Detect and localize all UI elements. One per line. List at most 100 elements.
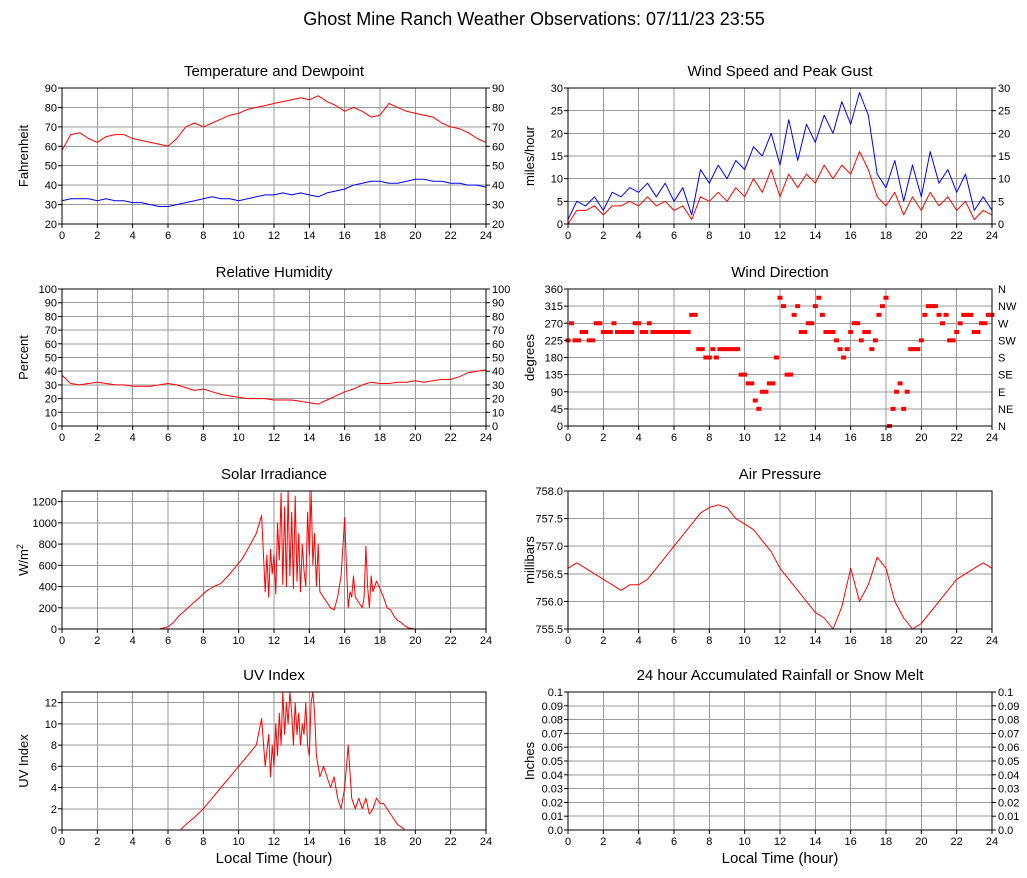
data-point xyxy=(576,338,582,343)
data-point xyxy=(865,330,871,335)
chart-title: Temperature and Dewpoint xyxy=(184,63,365,80)
y-tick-label: 8 xyxy=(51,740,57,752)
data-point xyxy=(667,330,673,335)
y-tick-label: 225 xyxy=(545,335,563,347)
compass-label: W xyxy=(998,318,1009,330)
x-tick-label: 22 xyxy=(445,230,457,242)
y-tick-label: 758.0 xyxy=(535,486,563,498)
x-tick-label: 2 xyxy=(94,230,100,242)
data-point xyxy=(791,312,797,317)
y-tick-label-right: 25 xyxy=(998,106,1010,118)
x-tick-label: 16 xyxy=(845,836,857,848)
x-tick-label: 2 xyxy=(600,230,606,242)
series-line xyxy=(567,92,993,220)
x-tick-label: 4 xyxy=(130,230,136,242)
y-tick-label-right: 80 xyxy=(492,311,504,323)
x-tick-label: 4 xyxy=(130,635,136,647)
chart-title: UV Index xyxy=(243,667,305,684)
x-tick-label: 18 xyxy=(880,230,892,242)
y-tick-label: 30 xyxy=(551,83,563,95)
y-tick-label-right: 30 xyxy=(492,380,504,392)
data-point xyxy=(883,295,889,300)
data-point xyxy=(604,330,610,335)
y-tick-label: 0.02 xyxy=(542,797,563,809)
data-point xyxy=(685,330,691,335)
y-tick-label-right: 20 xyxy=(492,394,504,406)
y-tick-label-right: 30 xyxy=(998,83,1010,95)
data-point xyxy=(689,312,695,317)
x-tick-label: 0 xyxy=(59,635,65,647)
y-tick-label: 6 xyxy=(51,761,57,773)
data-point xyxy=(692,312,698,317)
grid-lines xyxy=(61,288,487,427)
x-tick-label: 14 xyxy=(303,230,315,242)
x-tick-label: 2 xyxy=(600,635,606,647)
y-tick-label-right: 0.07 xyxy=(998,728,1019,740)
y-tick-label: 0.01 xyxy=(542,811,563,823)
y-tick-label: 0.06 xyxy=(542,742,563,754)
y-tick-label: 80 xyxy=(45,311,57,323)
y-tick-label: 360 xyxy=(545,284,563,296)
x-tick-label: 22 xyxy=(951,230,963,242)
x-tick-label: 18 xyxy=(374,432,386,444)
y-tick-label-right: 10 xyxy=(998,174,1010,186)
x-tick-label: 4 xyxy=(636,635,642,647)
y-tick-label: 0.08 xyxy=(542,715,563,727)
y-tick-label-right: 0 xyxy=(492,421,498,433)
chart-title: 24 hour Accumulated Rainfall or Snow Mel… xyxy=(637,667,925,684)
data-point xyxy=(569,321,575,326)
y-axis-label: Inches xyxy=(522,741,537,780)
chart-title: Air Pressure xyxy=(739,466,822,483)
grid-lines xyxy=(567,87,993,225)
y-tick-label-right: 80 xyxy=(492,102,504,114)
data-point xyxy=(682,330,688,335)
y-axis-label: W/m2 xyxy=(15,544,31,576)
data-point xyxy=(982,321,988,326)
y-tick-label: 0.0 xyxy=(548,825,563,837)
x-tick-label: 20 xyxy=(915,432,927,444)
data-point xyxy=(855,321,861,326)
x-tick-label: 20 xyxy=(915,230,927,242)
x-tick-label: 10 xyxy=(233,432,245,444)
x-tick-label: 8 xyxy=(200,635,206,647)
y-tick-label-right: 0.02 xyxy=(998,797,1019,809)
y-tick-label: 60 xyxy=(45,141,57,153)
y-tick-label-right: 0.06 xyxy=(998,742,1019,754)
y-tick-label: 315 xyxy=(545,301,563,313)
x-tick-label: 4 xyxy=(130,432,136,444)
data-point xyxy=(583,330,589,335)
x-tick-label: 20 xyxy=(409,432,421,444)
data-point xyxy=(731,347,737,352)
data-point xyxy=(915,347,921,352)
y-tick-label-right: 0.05 xyxy=(998,756,1019,768)
data-point xyxy=(826,330,832,335)
y-tick-label-right: 15 xyxy=(998,151,1010,163)
x-tick-label: 4 xyxy=(636,230,642,242)
x-tick-label: 6 xyxy=(671,432,677,444)
x-tick-label: 22 xyxy=(445,635,457,647)
y-tick-label: 30 xyxy=(45,200,57,212)
data-point xyxy=(710,347,716,352)
data-point xyxy=(964,312,970,317)
y-tick-label: 800 xyxy=(39,539,57,551)
y-tick-label: 0.05 xyxy=(542,756,563,768)
data-point xyxy=(586,338,592,343)
x-tick-label: 10 xyxy=(739,836,751,848)
data-point xyxy=(978,321,984,326)
compass-label: S xyxy=(998,353,1005,365)
data-point xyxy=(929,304,935,309)
x-tick-label: 2 xyxy=(94,635,100,647)
data-point xyxy=(957,321,963,326)
data-point xyxy=(678,330,684,335)
y-tick-label-right: 0.09 xyxy=(998,701,1019,713)
y-tick-label: 10 xyxy=(45,719,57,731)
x-tick-label: 10 xyxy=(233,635,245,647)
data-point xyxy=(653,330,659,335)
data-point xyxy=(629,330,635,335)
y-tick-label: 50 xyxy=(45,353,57,365)
compass-label: NE xyxy=(998,404,1013,416)
y-axis-label: UV Index xyxy=(16,734,31,788)
